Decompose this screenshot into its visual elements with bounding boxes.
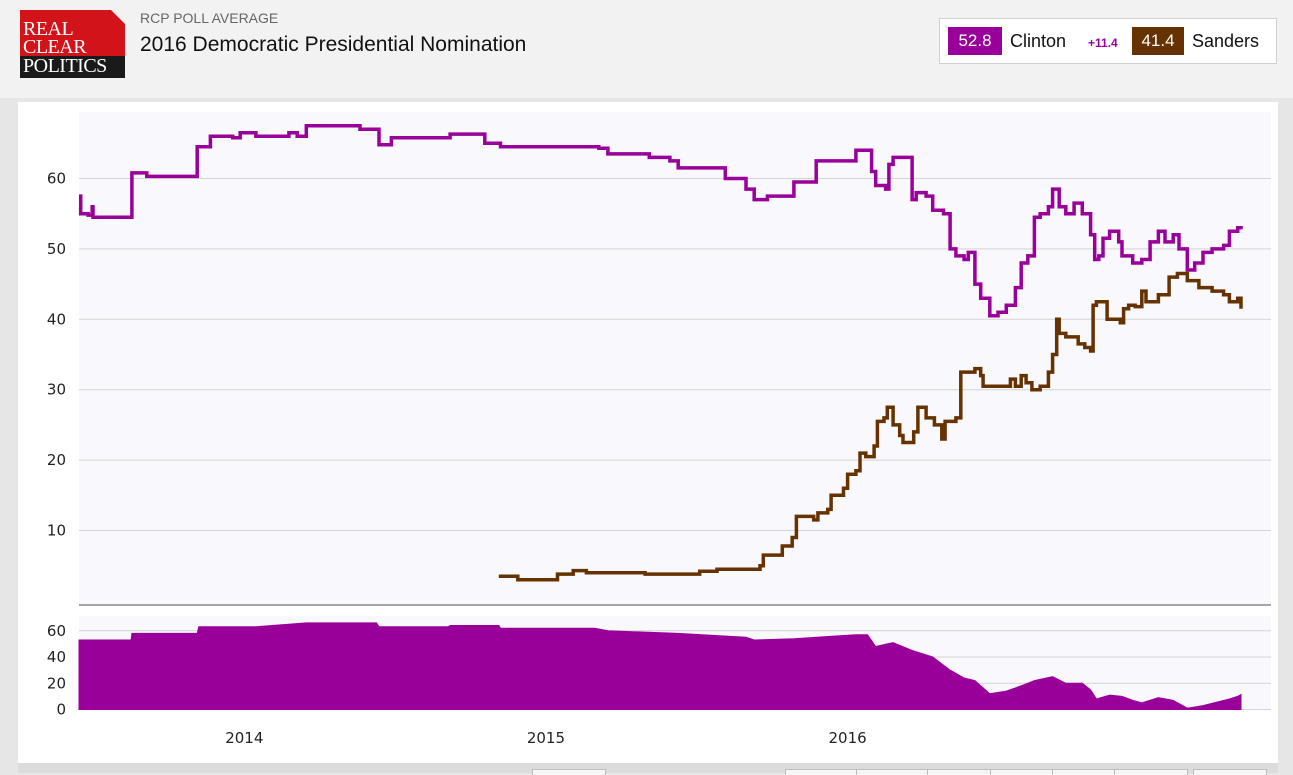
sanders-legend-label: Sanders <box>1192 31 1260 51</box>
logo-line-3: POLITICS <box>23 55 107 77</box>
range-button[interactable] <box>532 769 606 775</box>
spread-y-tick-label: 40 <box>47 648 66 666</box>
spread-y-tick-label: 0 <box>56 701 66 719</box>
logo-corner <box>111 10 125 24</box>
x-tick-label: 2015 <box>527 729 565 747</box>
legend: 52.8 Clinton +11.4 41.4 Sanders <box>939 18 1277 64</box>
y-tick-label: 20 <box>47 451 66 469</box>
spread-y-tick-label: 60 <box>47 622 66 640</box>
clinton-line <box>78 123 1243 318</box>
x-tick-label: 2016 <box>829 729 867 747</box>
rcp-logo[interactable]: REAL CLEAR POLITICS <box>20 10 125 78</box>
plot-area <box>79 112 1271 604</box>
y-tick-label: 50 <box>47 240 66 258</box>
sanders-line <box>498 271 1243 582</box>
sanders-value-badge: 41.4 <box>1132 27 1184 55</box>
spread-area <box>78 622 1242 710</box>
logo-stripe <box>20 56 125 78</box>
range-button[interactable] <box>1193 769 1267 775</box>
x-tick-label: 2014 <box>225 729 263 747</box>
clinton-value-badge: 52.8 <box>948 27 1002 55</box>
logo-line-2: CLEAR <box>23 36 87 58</box>
clinton-legend-label: Clinton <box>1010 31 1067 51</box>
range-button[interactable] <box>1114 769 1188 775</box>
logo-line-1: REAL <box>23 18 74 40</box>
chart-header: REAL CLEAR POLITICS RCP POLL AVERAGE 201… <box>0 0 1293 98</box>
y-tick-label: 10 <box>47 522 66 540</box>
chart-title: 2016 Democratic Presidential Nomination <box>140 33 527 56</box>
spread-y-tick-label: 20 <box>47 674 66 692</box>
y-tick-label: 40 <box>47 310 66 328</box>
chart-subtitle: RCP POLL AVERAGE <box>140 10 279 26</box>
bottom-toolbar <box>18 763 1278 773</box>
y-tick-label: 60 <box>47 170 66 188</box>
spread-value: +11.4 <box>1088 36 1118 50</box>
y-tick-label: 30 <box>47 381 66 399</box>
